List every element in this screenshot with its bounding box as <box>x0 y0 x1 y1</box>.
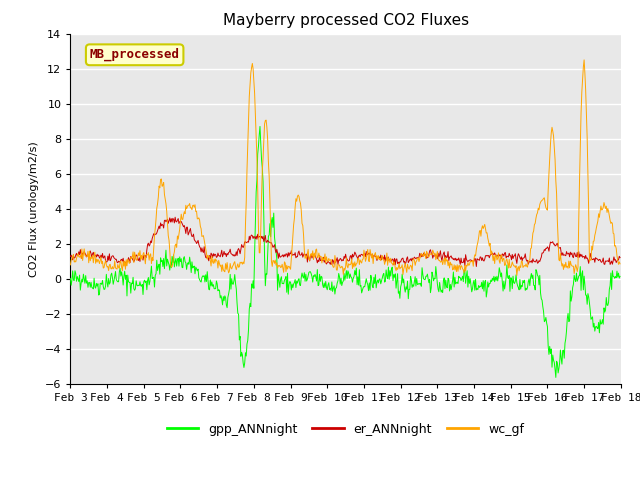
Text: MB_processed: MB_processed <box>90 48 180 61</box>
Title: Mayberry processed CO2 Fluxes: Mayberry processed CO2 Fluxes <box>223 13 468 28</box>
Legend: gpp_ANNnight, er_ANNnight, wc_gf: gpp_ANNnight, er_ANNnight, wc_gf <box>162 418 529 441</box>
Y-axis label: CO2 Flux (urology/m2/s): CO2 Flux (urology/m2/s) <box>29 141 39 276</box>
